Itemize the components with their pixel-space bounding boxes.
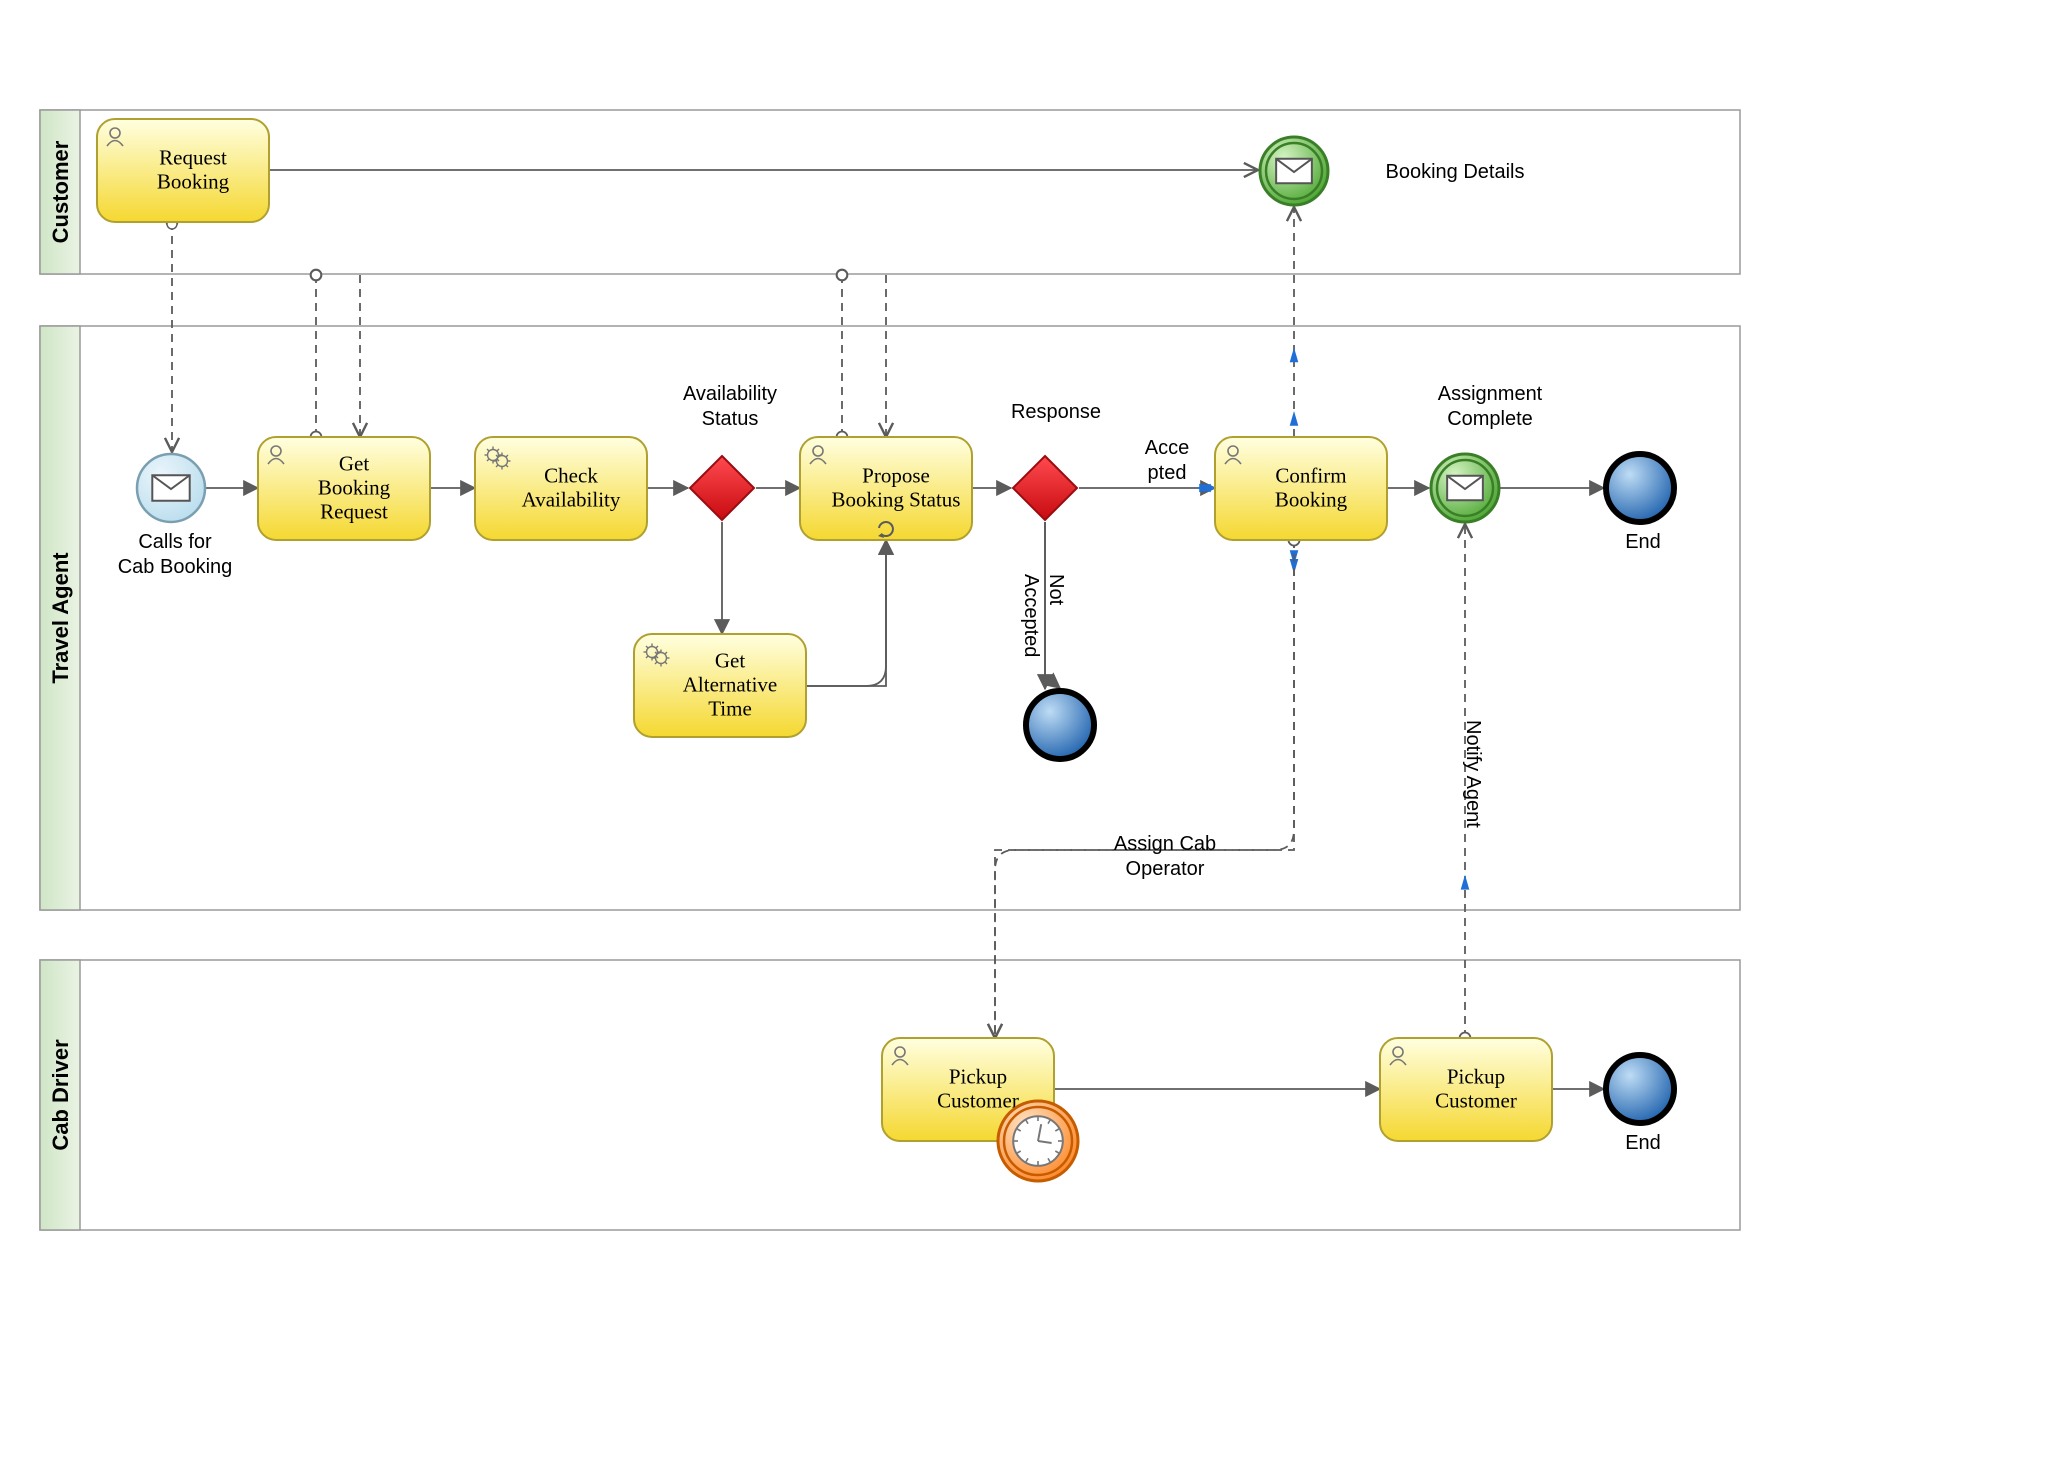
- ev-assign-complete-label: Assignment Complete: [1395, 382, 1585, 432]
- svg-text:Booking: Booking: [157, 170, 230, 194]
- svg-text:Booking: Booking: [1275, 488, 1348, 512]
- ev-start-calls: [137, 454, 205, 522]
- ev-end-ta-label: End: [1608, 530, 1678, 555]
- svg-text:Check: Check: [544, 464, 598, 488]
- e-confirm-to-cab-label: Assign Cab Operator: [1065, 832, 1265, 882]
- svg-text:Confirm: Confirm: [1275, 464, 1346, 488]
- svg-text:Request: Request: [159, 146, 227, 170]
- t-propose-status: ProposeBooking Status: [800, 437, 972, 540]
- svg-text:Get: Get: [715, 649, 745, 673]
- svg-text:Propose: Propose: [862, 464, 930, 488]
- t-get-booking-req: GetBookingRequest: [258, 437, 430, 540]
- svg-text:Request: Request: [320, 500, 388, 524]
- t-get-alt-time: GetAlternativeTime: [634, 634, 806, 737]
- ev-booking-details: [1260, 137, 1328, 205]
- t-request-booking: RequestBooking: [97, 119, 269, 222]
- e-pickup2-notify-label: Notify Agent: [1460, 720, 1485, 920]
- svg-text:Alternative: Alternative: [683, 673, 777, 697]
- svg-text:Pickup: Pickup: [949, 1065, 1007, 1089]
- svg-text:Booking: Booking: [318, 476, 391, 500]
- svg-text:Customer: Customer: [937, 1089, 1019, 1113]
- svg-text:Time: Time: [708, 697, 752, 721]
- ev-booking-details-label: Booking Details: [1345, 160, 1565, 185]
- lane-label-lane-cab-driver: Cab Driver: [48, 960, 74, 1230]
- svg-text:Get: Get: [339, 452, 369, 476]
- t-confirm-booking: ConfirmBooking: [1215, 437, 1387, 540]
- svg-text:Availability: Availability: [522, 488, 621, 512]
- t-check-avail: CheckAvailability: [475, 437, 647, 540]
- gw-avail-label: Availability Status: [660, 382, 800, 432]
- ev-start-calls-label: Calls for Cab Booking: [80, 530, 270, 580]
- ev-timer-boundary: [998, 1101, 1078, 1181]
- lane-label-lane-travel-agent: Travel Agent: [48, 326, 74, 910]
- gw-response-label: Response: [996, 400, 1116, 425]
- lane-label-lane-customer: Customer: [48, 110, 74, 274]
- ev-end-ta: [1606, 454, 1674, 522]
- ev-end-cd-label: End: [1608, 1131, 1678, 1156]
- e-gw2-to-confirm-label: Acce pted: [1122, 436, 1212, 486]
- svg-text:Customer: Customer: [1435, 1089, 1517, 1113]
- ev-assign-complete: [1431, 454, 1499, 522]
- svg-text:Booking Status: Booking Status: [832, 488, 961, 512]
- ev-end-cd: [1606, 1055, 1674, 1123]
- t-pickup-2: PickupCustomer: [1380, 1038, 1552, 1141]
- svg-text:Pickup: Pickup: [1447, 1065, 1505, 1089]
- e-gw2-to-end-na-label: Not Accepted: [1018, 574, 1068, 774]
- lane-customer: [40, 110, 1740, 274]
